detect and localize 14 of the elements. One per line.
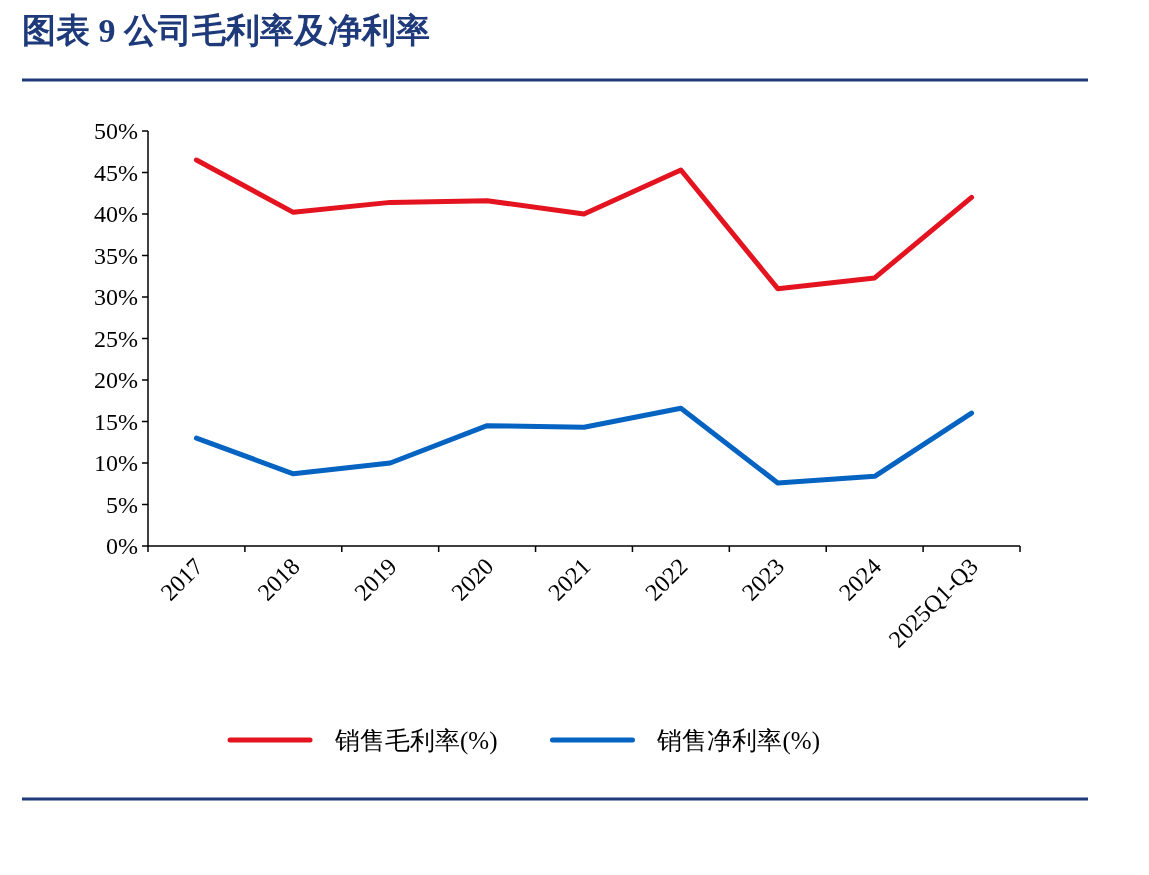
y-tick-label: 35%: [94, 242, 138, 269]
chart-title: 图表 9 公司毛利率及净利率: [22, 12, 430, 49]
y-tick-label: 30%: [94, 284, 138, 310]
y-tick-label: 0%: [106, 533, 138, 559]
legend-label: 销售毛利率(%): [334, 727, 498, 755]
y-tick-label: 10%: [94, 450, 138, 476]
y-tick-label: 20%: [94, 367, 138, 393]
y-tick-label: 15%: [94, 408, 138, 435]
y-tick-label: 5%: [106, 491, 138, 518]
y-tick-label: 45%: [94, 159, 138, 186]
y-tick-label: 40%: [94, 201, 138, 227]
y-tick-label: 50%: [94, 118, 138, 144]
y-tick-label: 25%: [94, 325, 138, 352]
legend-label: 销售净利率(%): [656, 727, 820, 755]
